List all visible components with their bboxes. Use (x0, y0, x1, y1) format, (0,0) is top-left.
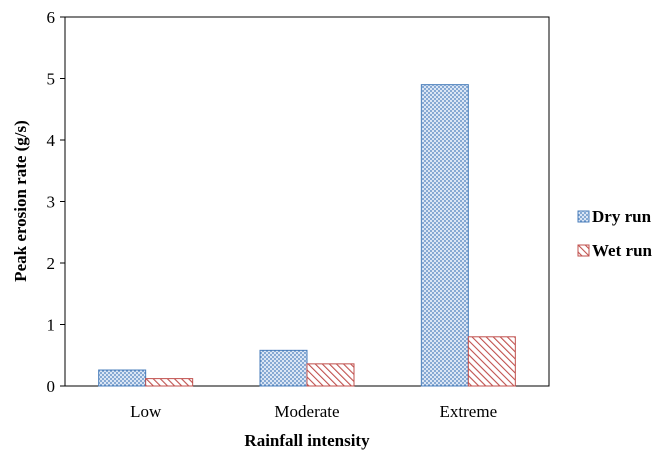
y-tick-label: 6 (47, 8, 56, 27)
y-tick-label: 4 (47, 131, 56, 150)
bar-wet-run-moderate (306, 363, 355, 387)
bar-wet-run-low (145, 378, 194, 387)
bar-dry-run-low (98, 369, 147, 387)
x-tick-label: Low (130, 402, 162, 421)
plot-area (64, 16, 550, 387)
x-tick-label: Extreme (440, 402, 498, 421)
bars (98, 84, 516, 387)
y-axis-title: Peak erosion rate (g/s) (11, 120, 30, 282)
legend-label-dry-run: Dry run (592, 207, 652, 226)
legend-item-dry-run: Dry run (577, 207, 652, 226)
bar-dry-run-moderate (259, 349, 308, 387)
y-tick-label: 5 (47, 70, 56, 89)
bar-wet-run-extreme (467, 336, 516, 387)
x-axis-title: Rainfall intensity (244, 431, 370, 450)
legend-swatch-wet-run (577, 244, 590, 257)
y-tick-label: 2 (47, 254, 56, 273)
legend-label-wet-run: Wet run (592, 241, 653, 260)
bar-dry-run-extreme (420, 84, 469, 387)
legend: Dry run Wet run (577, 207, 653, 260)
x-axis: Low Moderate Extreme (130, 402, 497, 421)
legend-swatch-dry-run (577, 210, 590, 223)
y-tick-label: 1 (47, 316, 56, 335)
y-tick-label: 0 (47, 377, 56, 396)
y-axis: 0 1 2 3 4 5 6 (47, 8, 65, 396)
x-tick-label: Moderate (274, 402, 339, 421)
y-tick-label: 3 (47, 193, 56, 212)
legend-item-wet-run: Wet run (577, 241, 653, 260)
